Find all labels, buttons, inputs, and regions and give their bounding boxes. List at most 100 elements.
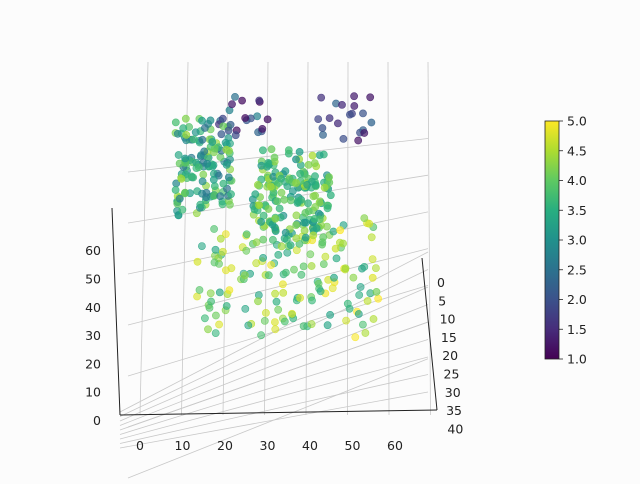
scatter-point (270, 153, 279, 162)
scatter-point (292, 221, 300, 229)
scatter-point (203, 159, 212, 168)
scatter-point (225, 286, 234, 294)
scatter-point (198, 135, 207, 144)
scatter-point (331, 244, 340, 253)
scatter-point (329, 227, 338, 236)
scatter-point (292, 155, 300, 164)
scatter-point (189, 173, 198, 182)
data-points (171, 92, 383, 342)
scatter-point (299, 322, 308, 330)
scatter-point (224, 173, 233, 182)
scatter-point (173, 129, 182, 138)
y-tick-label: 35 (446, 403, 462, 418)
scatter-point (215, 320, 223, 329)
scatter-point (171, 118, 180, 127)
scatter-point (306, 250, 315, 259)
scatter-point (304, 207, 313, 215)
scatter-point (207, 297, 215, 306)
x-tick-label: 30 (260, 438, 276, 453)
scatter-point (325, 114, 334, 122)
scatter-point (319, 130, 327, 139)
scatter-point (211, 311, 220, 320)
scatter-point (178, 205, 187, 214)
scatter-point (231, 131, 240, 140)
scatter-point (277, 242, 286, 251)
scatter-point (361, 329, 370, 337)
colorbar-tick-label: 4.0 (567, 173, 587, 188)
scatter-point (177, 174, 186, 183)
scatter-point (310, 214, 319, 223)
scatter-point (341, 264, 350, 273)
scatter-point (199, 170, 208, 179)
scatter-point (336, 226, 345, 235)
scatter-point (174, 151, 183, 159)
scatter-point (272, 297, 281, 306)
scatter-point (273, 197, 282, 206)
scatter-point (330, 273, 338, 282)
scatter-point (222, 302, 231, 310)
scatter-point (253, 180, 262, 189)
scatter-point (274, 305, 283, 314)
scatter-point (280, 195, 289, 204)
scatter-point (264, 271, 273, 280)
scatter-point (275, 204, 284, 213)
scatter-point (228, 100, 236, 109)
scatter-point (339, 239, 347, 248)
scatter-point (321, 252, 330, 261)
scatter-point (216, 153, 225, 161)
scatter-point (315, 151, 324, 159)
scatter-point (354, 136, 363, 145)
scatter-point (216, 192, 225, 201)
scatter-point (326, 191, 335, 200)
scatter-point (316, 287, 325, 296)
scatter-point (270, 318, 279, 326)
scatter-point (206, 289, 215, 298)
scatter-point (179, 124, 188, 133)
scatter-point (371, 264, 380, 272)
scatter-point (304, 199, 312, 208)
scatter-point (350, 102, 359, 110)
scatter-point (254, 297, 262, 306)
scatter-point (197, 242, 206, 250)
scatter-point (360, 214, 369, 222)
scatter-point (278, 280, 287, 289)
scatter-point (258, 124, 267, 133)
scatter-point (216, 234, 225, 243)
scatter-point (225, 146, 233, 155)
scatter-point (358, 264, 366, 273)
scatter-point (240, 271, 249, 280)
scatter-point (263, 162, 271, 171)
scatter-point (242, 230, 251, 239)
colorbar-tick-label: 1.0 (567, 352, 587, 367)
scatter-point (219, 179, 228, 188)
scatter-point (271, 227, 280, 235)
scatter-point (323, 321, 332, 330)
scatter-point (277, 188, 286, 197)
scatter-point (266, 182, 275, 191)
scatter-point (374, 294, 383, 303)
scatter-point (271, 214, 280, 223)
scatter-point (317, 93, 326, 102)
scatter-point (311, 203, 320, 211)
colorbar-tick-label: 2.5 (567, 262, 587, 277)
scatter-point (268, 235, 277, 244)
colorbar-tick-label: 2.0 (567, 292, 587, 307)
scatter-point (200, 124, 209, 132)
scatter-point (200, 147, 209, 156)
scatter-point (307, 262, 316, 270)
axis-lines (111, 207, 438, 416)
scatter-point (309, 231, 318, 240)
scatter-point (311, 191, 319, 200)
z-tick-label: 30 (85, 328, 101, 343)
scatter-point (280, 317, 289, 326)
scatter-point (350, 92, 358, 101)
scatter-point (264, 205, 273, 213)
scatter-point (301, 233, 310, 242)
scatter-point (257, 331, 265, 340)
scatter-point (299, 262, 308, 271)
y-tick-label: 25 (444, 367, 460, 382)
scatter-point (175, 194, 184, 203)
colorbar-gradient (544, 120, 560, 360)
